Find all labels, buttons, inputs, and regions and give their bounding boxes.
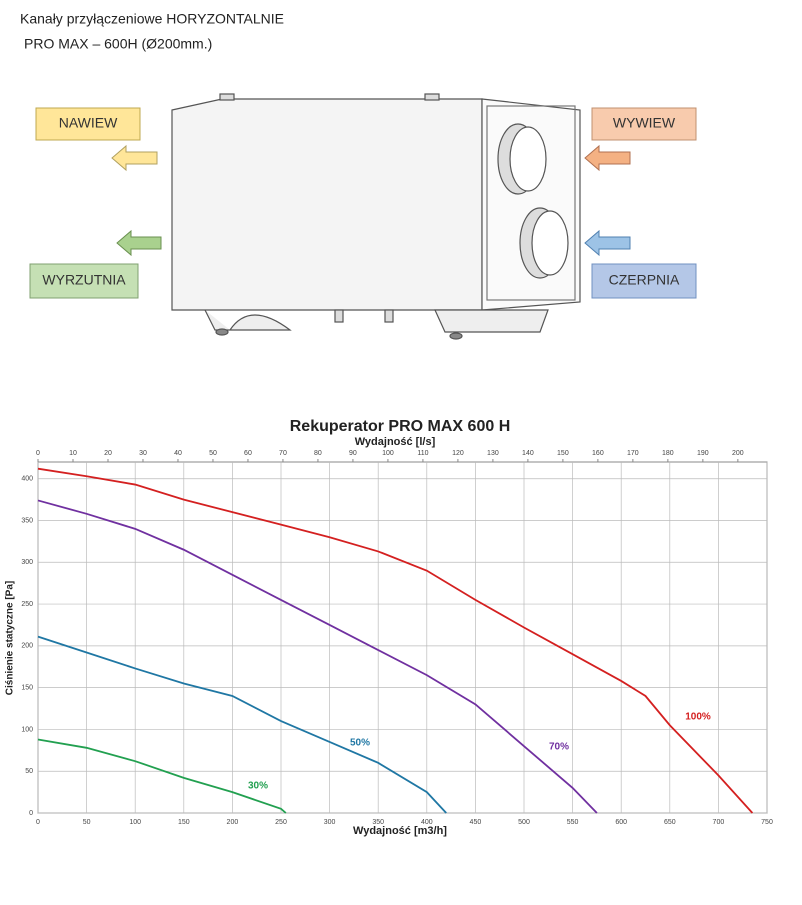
y-tick-label: 0 [29,810,33,817]
x-tick-label: 700 [713,819,725,826]
x-axis-title: Wydajność [m3/h] [353,825,447,837]
label-box [591,263,697,299]
x-tick-label: 550 [567,819,579,826]
x-tick-label: 650 [664,819,676,826]
x-tick-label: 600 [615,819,627,826]
x-tick-label: 300 [324,819,336,826]
y-tick-label: 250 [21,601,33,608]
y-tick-label: 150 [21,684,33,691]
header-line: PRO MAX – 600H (Ø200mm.) [24,36,212,52]
arrow [111,144,158,172]
x2-tick-label: 90 [349,450,357,457]
x2-tick-label: 190 [697,450,709,457]
x-tick-label: 400 [421,819,433,826]
port-label: CZERPNIA [609,272,680,288]
arrow [116,229,162,257]
arrow [584,229,631,257]
label-box [29,263,139,299]
unit-drawing [171,93,581,340]
curve-label: 30% [248,781,268,792]
x2-tick-label: 0 [36,450,40,457]
curve [37,635,447,814]
x-tick-label: 0 [36,819,40,826]
x-tick-label: 250 [275,819,287,826]
x-tick-label: 350 [372,819,384,826]
port-label: NAWIEW [59,115,118,131]
x2-tick-label: 130 [487,450,499,457]
x2-tick-label: 140 [522,450,534,457]
x2-axis-title: Wydajność [l/s] [355,436,436,448]
x2-tick-label: 70 [279,450,287,457]
x2-tick-label: 170 [627,450,639,457]
chart-title: Rekuperator PRO MAX 600 H [290,418,511,435]
x2-tick-label: 200 [732,450,744,457]
x2-tick-label: 20 [104,450,112,457]
x2-tick-label: 60 [244,450,252,457]
x-tick-label: 750 [761,819,773,826]
port-label: WYRZUTNIA [42,272,126,288]
x2-tick-label: 80 [314,450,322,457]
y-tick-label: 400 [21,476,33,483]
y-tick-label: 50 [25,768,33,775]
x-tick-label: 450 [470,819,482,826]
x-tick-label: 100 [129,819,141,826]
curve-label: 70% [549,742,569,753]
x2-tick-label: 40 [174,450,182,457]
x2-tick-label: 150 [557,450,569,457]
y-tick-label: 300 [21,559,33,566]
x2-tick-label: 160 [592,450,604,457]
x-tick-label: 150 [178,819,190,826]
x2-tick-label: 180 [662,450,674,457]
y-tick-label: 200 [21,643,33,650]
x-tick-label: 200 [227,819,239,826]
label-box [591,107,697,141]
port-label: WYWIEW [613,115,676,131]
header-line: Kanały przyłączeniowe HORYZONTALNIE [20,11,284,27]
arrow [584,144,631,172]
curve-label: 100% [685,712,711,723]
x-tick-label: 50 [83,819,91,826]
x-tick-label: 500 [518,819,530,826]
curve [37,738,287,814]
x2-tick-label: 100 [382,450,394,457]
x2-tick-label: 30 [139,450,147,457]
x2-tick-label: 110 [417,450,428,457]
y-tick-label: 350 [21,517,33,524]
curve-label: 50% [350,738,370,749]
label-box [35,107,141,141]
y-tick-label: 100 [21,726,33,733]
x2-tick-label: 120 [452,450,464,457]
x2-tick-label: 10 [69,450,77,457]
curve [37,499,598,814]
plot-frame [37,461,768,814]
curve [37,467,754,814]
y-axis-title: Ciśnienie statyczne [Pa] [5,581,16,695]
x2-tick-label: 50 [209,450,217,457]
